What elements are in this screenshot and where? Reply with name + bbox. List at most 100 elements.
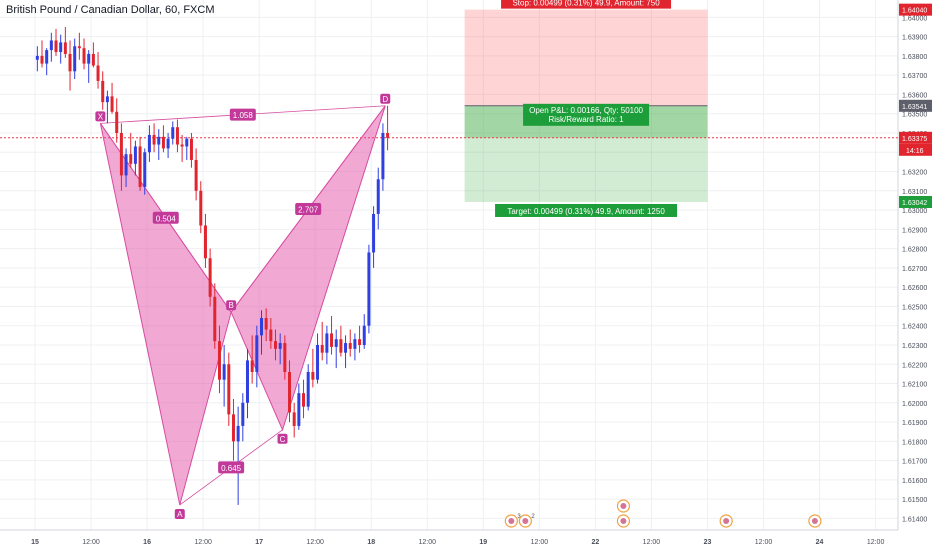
candle-body bbox=[372, 213, 376, 253]
event-count-badge: 3 bbox=[517, 514, 521, 520]
price-tick-label: 1.61400 bbox=[902, 516, 927, 523]
pattern-ratio-label: 0.504 bbox=[156, 214, 177, 223]
entry-price-tag: 1.63541 bbox=[902, 104, 927, 111]
pattern-ratio-label: 2.707 bbox=[298, 206, 319, 215]
time-tick-label: 12:00 bbox=[194, 539, 212, 546]
price-tick-label: 1.63100 bbox=[902, 189, 927, 196]
candle-body bbox=[348, 343, 352, 349]
candle-body bbox=[54, 40, 58, 53]
candle-body bbox=[40, 55, 44, 64]
price-tick-label: 1.63600 bbox=[902, 92, 927, 99]
candle-body bbox=[316, 344, 320, 380]
candle-body bbox=[152, 134, 156, 145]
candle-body bbox=[264, 318, 268, 330]
target-label-bg bbox=[495, 203, 678, 217]
price-tick-label: 1.61900 bbox=[902, 420, 927, 427]
candle-body bbox=[255, 335, 259, 372]
stop-loss-zone bbox=[464, 9, 708, 106]
candle-body bbox=[185, 138, 189, 147]
candle-body bbox=[110, 96, 114, 112]
pnl-label-bg bbox=[523, 103, 650, 126]
candle-body bbox=[129, 154, 133, 164]
candle-body bbox=[274, 341, 278, 349]
candle-body bbox=[306, 371, 310, 407]
candle-body bbox=[358, 339, 362, 345]
price-tick-label: 1.63900 bbox=[902, 35, 927, 42]
economic-event-flag-icon bbox=[522, 518, 529, 524]
current-price-tag: 1.63375 bbox=[902, 136, 927, 143]
economic-event-flag-icon bbox=[620, 518, 627, 524]
price-tick-label: 1.62400 bbox=[902, 324, 927, 331]
price-tick-label: 1.64000 bbox=[902, 15, 927, 22]
time-tick-label: 12:00 bbox=[755, 539, 773, 546]
candle-body bbox=[59, 42, 63, 53]
candle-body bbox=[334, 339, 338, 347]
candle-body bbox=[362, 325, 366, 345]
candle-body bbox=[288, 371, 292, 413]
time-tick-label: 19 bbox=[479, 539, 487, 546]
candle-body bbox=[283, 343, 287, 372]
pattern-ratio-badge bbox=[218, 461, 245, 474]
price-tick-label: 1.63500 bbox=[902, 112, 927, 119]
pattern-ratio-badge bbox=[152, 211, 179, 224]
price-tick-label: 1.61800 bbox=[902, 439, 927, 446]
pattern-ratio-label: 1.058 bbox=[233, 111, 254, 120]
candle-body bbox=[124, 154, 128, 176]
pnl-label: Open P&L: 0.00166, Qty: 50100 bbox=[529, 106, 643, 115]
pattern-point-label: B bbox=[228, 301, 233, 310]
harmonic-pattern bbox=[99, 105, 386, 506]
candle-body bbox=[68, 53, 72, 72]
candle-body bbox=[297, 393, 301, 426]
candle-body bbox=[73, 46, 77, 72]
candle-body bbox=[199, 190, 203, 226]
candle-body bbox=[105, 96, 109, 103]
pattern-triangle-xab bbox=[99, 123, 232, 506]
candle-body bbox=[208, 258, 212, 297]
target-label: Target: 0.00499 (0.31%) 49.9, Amount: 12… bbox=[507, 207, 665, 216]
price-tick-label: 1.62900 bbox=[902, 227, 927, 234]
rr-label: Risk/Reward Ratio: 1 bbox=[548, 115, 624, 124]
candle-body bbox=[133, 146, 137, 164]
pattern-point-badge bbox=[226, 300, 237, 311]
candle-body bbox=[302, 393, 306, 407]
time-tick-label: 12:00 bbox=[419, 539, 437, 546]
candle-body bbox=[63, 42, 67, 54]
candle-body bbox=[222, 364, 226, 380]
price-tick-label: 1.62300 bbox=[902, 343, 927, 350]
price-tick-label: 1.62000 bbox=[902, 401, 927, 408]
candle-body bbox=[367, 252, 371, 326]
price-tick-label: 1.61700 bbox=[902, 459, 927, 466]
economic-event-flag-icon bbox=[723, 518, 730, 524]
entry-price-tag-bg bbox=[899, 99, 932, 112]
candle-body bbox=[311, 371, 315, 380]
candle-body bbox=[189, 138, 193, 160]
candle-body bbox=[245, 360, 249, 403]
candle-body bbox=[269, 329, 273, 342]
time-tick-label: 12:00 bbox=[531, 539, 549, 546]
time-tick-label: 15 bbox=[31, 539, 39, 546]
price-tick-label: 1.61500 bbox=[902, 497, 927, 504]
pattern-point-label: C bbox=[280, 435, 286, 444]
candle-body bbox=[339, 339, 343, 353]
candle-body bbox=[157, 136, 161, 145]
candle-body bbox=[250, 360, 254, 372]
stop-price-tag: 1.64040 bbox=[902, 8, 927, 15]
candle-body bbox=[344, 343, 348, 353]
pattern-point-badge bbox=[380, 93, 391, 104]
candle-body bbox=[161, 136, 165, 149]
candle-body bbox=[115, 111, 119, 133]
candle-body bbox=[376, 179, 380, 214]
candle-body bbox=[292, 412, 296, 426]
event-count-badge: 2 bbox=[531, 514, 535, 520]
time-tick-label: 18 bbox=[367, 539, 375, 546]
candle-body bbox=[82, 48, 86, 64]
candle-body bbox=[35, 55, 39, 60]
pattern-ratio-badge bbox=[295, 203, 322, 216]
pattern-point-label: A bbox=[177, 510, 183, 519]
candle-body bbox=[175, 127, 179, 145]
time-tick-label: 12:00 bbox=[867, 539, 885, 546]
time-tick-label: 17 bbox=[255, 539, 263, 546]
price-tick-label: 1.62500 bbox=[902, 304, 927, 311]
candle-body bbox=[138, 146, 142, 187]
